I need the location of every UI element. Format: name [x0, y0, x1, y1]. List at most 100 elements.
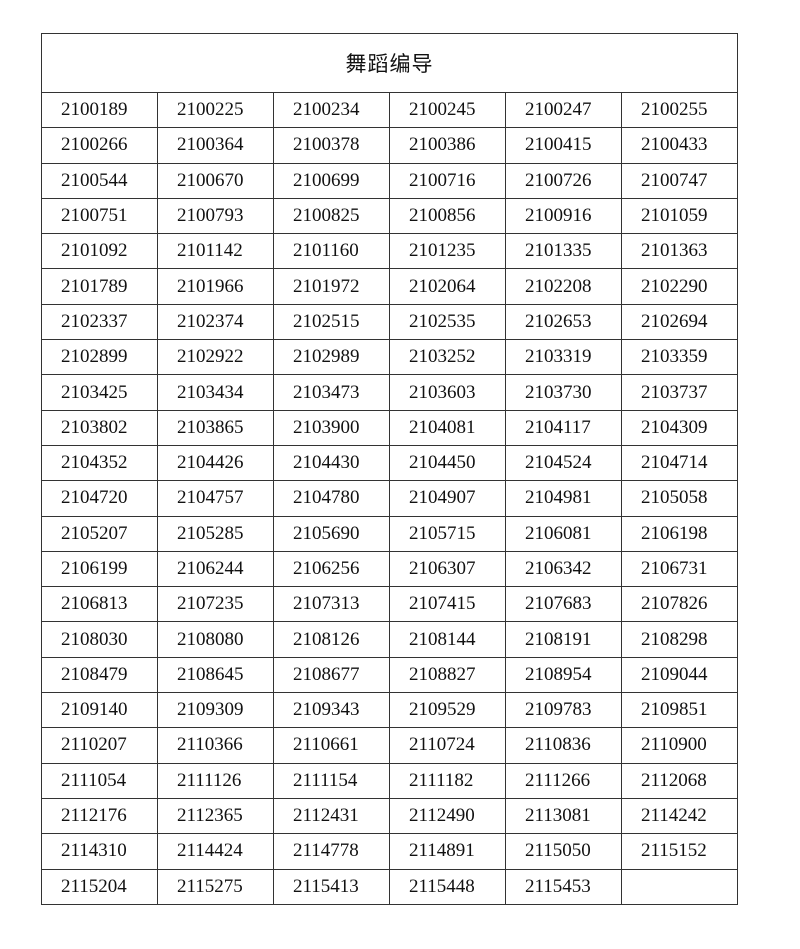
table-row: 2100751 2100793 2100825 2100856 2100916 21010…	[41, 197, 738, 235]
table-cell: 2109529	[389, 692, 506, 729]
table-cell: 2100245	[389, 91, 506, 129]
table-cell: 2100544	[41, 162, 158, 199]
table-cell: 2101142	[157, 233, 274, 270]
table-row: 2101092 2101142 2101160 2101235 2101335 21013…	[41, 233, 738, 270]
table-cell: 2102374	[157, 303, 274, 341]
table-cell: 2100255	[621, 91, 738, 129]
table-cell: 2108030	[41, 621, 158, 658]
table-cell: 2102290	[621, 268, 738, 305]
table-cell: 2106731	[621, 550, 738, 588]
table-row: 2108479 2108645 2108677 2108827 2108954 21090…	[41, 656, 738, 694]
table-cell: 2105285	[157, 515, 274, 552]
table-row: 2104352 2104426 2104430 2104450 2104524 21047…	[41, 444, 738, 482]
table-cell: 2112068	[621, 762, 738, 799]
table-cell: 2109044	[621, 656, 738, 694]
table-cell: 2115413	[273, 868, 390, 905]
table-cell: 2112490	[389, 797, 506, 835]
table-cell: 2100225	[157, 91, 274, 129]
table-cell: 2103900	[273, 409, 390, 446]
table-cell: 2101235	[389, 233, 506, 270]
table-cell: 2104309	[621, 409, 738, 446]
table-cell: 2105690	[273, 515, 390, 552]
table-cell: 2102535	[389, 303, 506, 341]
table-cell: 2105058	[621, 480, 738, 517]
table-cell: 2103425	[41, 374, 158, 411]
table-cell: 2106244	[157, 550, 274, 588]
table-cell: 2109783	[505, 692, 622, 729]
table-cell: 2110900	[621, 727, 738, 764]
table-cell: 2100825	[273, 197, 390, 235]
table-cell: 2100247	[505, 91, 622, 129]
table-cell: 2108479	[41, 656, 158, 694]
table-cell: 2114310	[41, 833, 158, 870]
table-cell: 2102694	[621, 303, 738, 341]
table-cell: 2110366	[157, 727, 274, 764]
table-cell: 2102208	[505, 268, 622, 305]
table-cell: 2107683	[505, 586, 622, 623]
table-cell: 2103319	[505, 339, 622, 376]
table-cell: 2106256	[273, 550, 390, 588]
table-cell: 2114242	[621, 797, 738, 835]
table-cell: 2101966	[157, 268, 274, 305]
table-cell: 2101335	[505, 233, 622, 270]
table-cell: 2107415	[389, 586, 506, 623]
table-title: 舞蹈编导	[41, 33, 738, 93]
table-cell: 2100433	[621, 127, 738, 164]
table-row: 2110207 2110366 2110661 2110724 2110836 21109…	[41, 727, 738, 764]
table-cell: 2104352	[41, 444, 158, 482]
table-cell: 2106307	[389, 550, 506, 588]
table-cell: 2101363	[621, 233, 738, 270]
table-cell: 2106813	[41, 586, 158, 623]
table-cell: 2115152	[621, 833, 738, 870]
table-cell: 2109309	[157, 692, 274, 729]
table-cell: 2104720	[41, 480, 158, 517]
table-row: 2106199 2106244 2106256 2106307 2106342 21067…	[41, 550, 738, 588]
table-cell: 2107313	[273, 586, 390, 623]
table-cell: 2111054	[41, 762, 158, 799]
table-row: 2104720 2104757 2104780 2104907 2104981 21050…	[41, 480, 738, 517]
table-cell: 2102922	[157, 339, 274, 376]
table-cell: 2102899	[41, 339, 158, 376]
table-cell: 2104117	[505, 409, 622, 446]
table-row: 2102899 2102922 2102989 2103252 2103319 21033…	[41, 339, 738, 376]
table-cell: 2101789	[41, 268, 158, 305]
table-cell: 2113081	[505, 797, 622, 835]
table-cell: 2112176	[41, 797, 158, 835]
table-cell: 2100234	[273, 91, 390, 129]
table-cell: 2106081	[505, 515, 622, 552]
table-cell: 2100266	[41, 127, 158, 164]
table-cell: 2104081	[389, 409, 506, 446]
table-row: 2103802 2103865 2103900 2104081 2104117 21043…	[41, 409, 738, 446]
table-cell: 2100378	[273, 127, 390, 164]
table-cell: 2103252	[389, 339, 506, 376]
table-row: 2114310 2114424 2114778 2114891 2115050 21151…	[41, 833, 738, 870]
table-cell: 2107235	[157, 586, 274, 623]
table-cell: 2103603	[389, 374, 506, 411]
table-cell: 2109343	[273, 692, 390, 729]
table-cell: 2104524	[505, 444, 622, 482]
table-cell: 2110836	[505, 727, 622, 764]
table-cell: 2110207	[41, 727, 158, 764]
table-row: 2102337 2102374 2102515 2102535 2102653 21026…	[41, 303, 738, 341]
table-cell: 2104714	[621, 444, 738, 482]
table-row: 2105207 2105285 2105690 2105715 2106081 21061…	[41, 515, 738, 552]
table-cell: 2100670	[157, 162, 274, 199]
table-cell: 2114424	[157, 833, 274, 870]
table-row: 2101789 2101966 2101972 2102064 2102208 21022…	[41, 268, 738, 305]
table-cell: 2100716	[389, 162, 506, 199]
table-cell: 2111182	[389, 762, 506, 799]
table-cell: 2102337	[41, 303, 158, 341]
table-cell: 2110661	[273, 727, 390, 764]
table-row: 2108030 2108080 2108126 2108144 2108191 21082…	[41, 621, 738, 658]
table-cell: 2101160	[273, 233, 390, 270]
table-cell: 2100793	[157, 197, 274, 235]
table-cell: 2104430	[273, 444, 390, 482]
table-cell: 2100856	[389, 197, 506, 235]
table-cell: 2108126	[273, 621, 390, 658]
table-cell: 2103802	[41, 409, 158, 446]
table-cell: 2115453	[505, 868, 622, 905]
table-cell: 2100747	[621, 162, 738, 199]
table-row: 2115204 2115275 2115413 2115448 2115453	[41, 868, 738, 905]
table-cell: 2104981	[505, 480, 622, 517]
table-cell: 2103865	[157, 409, 274, 446]
